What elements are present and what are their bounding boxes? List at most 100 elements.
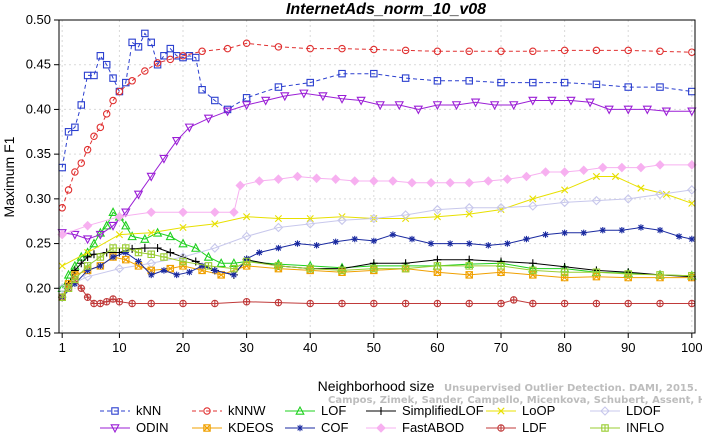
data-point-simplifiedlof bbox=[528, 259, 537, 268]
series-cof bbox=[58, 224, 696, 301]
data-point-inflo bbox=[274, 262, 283, 270]
data-point-loop bbox=[637, 184, 645, 192]
y-tick-label: 0.25 bbox=[26, 236, 51, 251]
data-point-kdeos bbox=[592, 272, 601, 281]
data-point-fastabod bbox=[349, 176, 360, 186]
data-point-knn bbox=[274, 83, 283, 91]
data-point-fastabod bbox=[578, 165, 589, 176]
data-point-ldof bbox=[400, 210, 411, 220]
data-point-lof bbox=[63, 269, 74, 279]
data-point-ldof bbox=[369, 213, 379, 224]
data-point-fastabod bbox=[464, 177, 474, 188]
legend-item-loop: LoOP bbox=[486, 403, 555, 418]
data-point-fastabod bbox=[445, 177, 455, 188]
data-point-loop bbox=[274, 214, 283, 223]
data-point-odin bbox=[159, 154, 169, 164]
data-point-ldf bbox=[433, 299, 442, 308]
data-point-fastabod bbox=[235, 180, 246, 191]
data-point-inflo bbox=[147, 250, 155, 259]
data-point-knn bbox=[90, 71, 98, 80]
data-point-inflo bbox=[179, 257, 187, 266]
series-layer bbox=[57, 29, 697, 308]
data-point-ldf bbox=[592, 299, 601, 308]
data-point-odin bbox=[375, 101, 385, 111]
data-point-knnw bbox=[102, 110, 111, 118]
data-point-ldf bbox=[656, 299, 664, 308]
data-point-odin bbox=[260, 96, 271, 106]
data-point-knnw bbox=[401, 46, 410, 55]
data-point-knn bbox=[166, 44, 175, 53]
data-point-fastabod bbox=[254, 176, 265, 186]
legend-label-lof: LOF bbox=[321, 403, 346, 418]
data-point-fastabod bbox=[330, 174, 341, 184]
data-point-inflo bbox=[96, 253, 105, 261]
legend-item-cof: COF bbox=[285, 420, 349, 434]
data-point-kdeos bbox=[166, 264, 175, 273]
series-line-inflo bbox=[61, 247, 692, 298]
data-point-ldof bbox=[305, 219, 315, 229]
data-point-inflo bbox=[83, 262, 92, 270]
data-point-knn bbox=[147, 38, 155, 47]
data-point-loop bbox=[115, 231, 124, 239]
data-point-odin bbox=[337, 94, 347, 104]
data-point-knn bbox=[134, 43, 143, 51]
data-point-fastabod bbox=[114, 211, 125, 222]
y-tick-label: 0.15 bbox=[26, 325, 51, 340]
data-point-lof bbox=[121, 220, 131, 230]
data-point-cof bbox=[561, 229, 568, 237]
data-point-cof bbox=[148, 271, 155, 279]
data-point-inflo bbox=[338, 266, 346, 275]
data-point-ldof bbox=[623, 194, 633, 204]
data-point-cof bbox=[427, 240, 435, 247]
data-point-odin bbox=[470, 98, 481, 108]
data-point-odin bbox=[318, 92, 328, 102]
data-point-ldf bbox=[90, 299, 98, 308]
data-point-ldf bbox=[102, 298, 111, 306]
plot-frame bbox=[58, 19, 696, 334]
data-point-knn bbox=[77, 101, 86, 109]
data-point-knnw bbox=[433, 47, 442, 56]
series-line-ldf bbox=[61, 278, 692, 304]
data-point-ldof bbox=[432, 204, 443, 215]
data-point-loop bbox=[243, 213, 251, 221]
data-point-ldf bbox=[509, 296, 518, 304]
x-tick-label: 20 bbox=[176, 340, 190, 355]
data-point-odin bbox=[222, 107, 233, 117]
data-point-ldf bbox=[147, 299, 155, 308]
y-axis-ticks: 0.15 0.20 0.25 0.30 0.35 0.40 0.45 0.50 bbox=[26, 12, 59, 340]
data-point-ldf bbox=[274, 298, 283, 307]
data-point-knnw bbox=[688, 48, 696, 56]
x-tick-label: 60 bbox=[430, 340, 444, 355]
data-point-odin bbox=[82, 235, 93, 245]
data-point-knnw bbox=[656, 47, 664, 56]
data-point-ldf bbox=[529, 299, 537, 308]
legend-label-cof: COF bbox=[321, 420, 349, 434]
data-point-loop bbox=[662, 190, 670, 198]
data-point-inflo bbox=[134, 248, 143, 257]
data-point-odin bbox=[394, 101, 404, 111]
watermark-line-1: Unsupervised Outlier Detection. DAMI, 20… bbox=[444, 383, 698, 394]
chart-title: InternetAds_norm_10_v08 bbox=[286, 1, 486, 18]
data-point-cof bbox=[160, 267, 168, 274]
data-point-inflo bbox=[656, 271, 664, 279]
legend-label-inflo: INFLO bbox=[626, 420, 664, 434]
data-point-odin bbox=[547, 96, 557, 106]
data-point-knn bbox=[370, 69, 378, 78]
data-point-fastabod bbox=[655, 160, 665, 170]
data-point-fastabod bbox=[292, 171, 303, 182]
x-tick-label: 40 bbox=[303, 340, 317, 355]
data-point-knnw bbox=[560, 46, 569, 55]
data-point-ldof bbox=[273, 222, 284, 233]
data-point-knn bbox=[306, 78, 314, 87]
data-point-ldf bbox=[688, 299, 696, 308]
data-point-odin bbox=[566, 96, 576, 106]
data-point-loop bbox=[592, 172, 601, 181]
data-point-lof bbox=[89, 238, 99, 248]
data-point-fastabod bbox=[617, 162, 627, 173]
data-point-kdeos bbox=[465, 271, 473, 279]
data-point-knn bbox=[96, 52, 105, 60]
data-point-odin bbox=[280, 92, 290, 102]
data-point-knnw bbox=[223, 44, 232, 53]
data-point-cof bbox=[485, 242, 492, 249]
legend-marker-ldf bbox=[497, 424, 505, 432]
